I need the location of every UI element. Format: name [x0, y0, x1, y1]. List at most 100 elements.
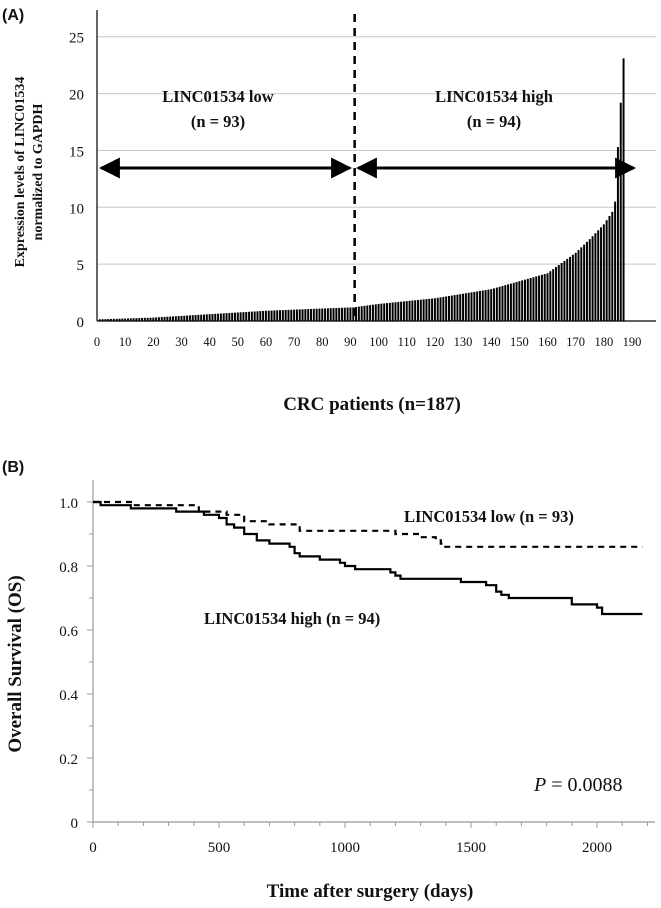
- panel-a: (A) Expression levels of LINC01534 norma…: [2, 7, 656, 415]
- panel-a-bar: [214, 313, 217, 321]
- panel-a-bar: [163, 316, 166, 321]
- panel-a-bar: [383, 303, 386, 321]
- panel-a-bar: [183, 315, 186, 321]
- panel-a-bar: [600, 227, 603, 321]
- panel-a-bar: [515, 282, 518, 321]
- panel-a-bar: [614, 201, 617, 321]
- panel-a-bar: [307, 309, 310, 321]
- panel-a-bar: [509, 283, 512, 321]
- panel-a-bar: [242, 312, 245, 321]
- panel-b-p-value: P = 0.0088: [533, 774, 623, 796]
- panel-a-bar: [143, 317, 146, 321]
- panel-b-y-tick-label: 0.2: [59, 752, 78, 768]
- panel-a-x-ticks: 0 10 20 30 40 50 60 70 80 90 100 110 120 130 140 150 160…: [94, 335, 642, 349]
- panel-a-bar: [312, 308, 315, 321]
- panel-a-bar: [439, 297, 442, 321]
- panel-a-bar: [250, 311, 253, 321]
- panel-a-bar: [484, 290, 487, 321]
- panel-a-bar: [290, 309, 293, 321]
- panel-a-x-tick-label: 110: [398, 335, 416, 349]
- panel-a-bar: [228, 312, 231, 321]
- panel-a-bar: [239, 312, 242, 321]
- panel-a-bar: [107, 319, 110, 321]
- panel-a-bar: [262, 310, 265, 321]
- panel-a-label: (A): [2, 7, 24, 24]
- panel-a-bar: [225, 313, 228, 321]
- panel-a-bar: [391, 302, 394, 321]
- panel-a-bar: [157, 317, 160, 321]
- panel-a-bar: [208, 314, 211, 321]
- panel-a-bar: [118, 318, 121, 321]
- panel-a-bar: [346, 307, 349, 321]
- panel-a-bar: [141, 317, 144, 321]
- panel-a-bar: [402, 301, 405, 321]
- panel-a-bar: [563, 260, 566, 321]
- panel-a-bar: [585, 241, 588, 321]
- panel-a-bar: [374, 304, 377, 321]
- panel-a-bar: [200, 314, 203, 321]
- panel-a-bar: [304, 309, 307, 321]
- panel-a-low-label: LINC01534 low: [162, 87, 273, 106]
- panel-a-bar: [281, 310, 284, 321]
- panel-a-x-tick-label: 0: [94, 335, 100, 349]
- panel-a-x-tick-label: 40: [203, 335, 216, 349]
- panel-a-bar: [219, 313, 222, 321]
- panel-a-x-tick-label: 90: [344, 335, 357, 349]
- panel-a-bar: [301, 309, 304, 321]
- panel-a-bar: [543, 274, 546, 321]
- panel-a-bar: [248, 311, 251, 321]
- panel-a-x-tick-label: 140: [482, 335, 501, 349]
- panel-a-bar: [236, 312, 239, 321]
- panel-a-y-tick-label: 5: [77, 258, 85, 274]
- panel-a-bar: [597, 230, 600, 321]
- panel-a-bar: [324, 308, 327, 321]
- panel-a-x-tick-label: 70: [288, 335, 301, 349]
- panel-b-x-tick-label: 1500: [456, 840, 486, 856]
- panel-a-y-tick-label: 15: [69, 144, 84, 160]
- panel-a-bar: [498, 286, 501, 321]
- panel-a-bar: [436, 297, 439, 321]
- panel-a-bar: [512, 282, 515, 321]
- panel-a-ylabel-line2: normalized to GAPDH: [31, 103, 46, 240]
- panel-a-bar: [112, 318, 115, 321]
- panel-a-bar: [273, 310, 276, 321]
- panel-a-bar: [326, 308, 329, 321]
- panel-a-bar: [188, 315, 191, 321]
- panel-b-xlabel: Time after surgery (days): [267, 881, 474, 902]
- panel-a-x-tick-label: 60: [260, 335, 273, 349]
- panel-a-bar: [408, 300, 411, 321]
- panel-a-bar: [580, 247, 583, 321]
- panel-a-bar: [591, 236, 594, 321]
- panel-a-bar: [276, 310, 279, 321]
- panel-a-bar: [405, 301, 408, 321]
- panel-a-bar: [310, 308, 312, 321]
- panel-a-bar: [267, 310, 270, 321]
- panel-a-x-tick-label: 160: [538, 335, 557, 349]
- panel-a-bar: [445, 296, 448, 321]
- panel-a-bar: [129, 318, 132, 321]
- panel-b-high-annotation: LINC01534 high (n = 94): [204, 609, 380, 628]
- panel-a-bar: [557, 265, 560, 321]
- panel-a-low-count: (n = 93): [191, 112, 245, 131]
- panel-a-bar: [493, 288, 496, 321]
- panel-a-bar: [352, 307, 355, 321]
- panel-a-bar: [394, 302, 397, 321]
- panel-a-bar: [428, 298, 431, 321]
- panel-a-bar: [166, 316, 169, 321]
- panel-b-ylabel: Overall Survival (OS): [5, 575, 26, 752]
- panel-a-bar: [155, 317, 158, 321]
- panel-a-bar: [329, 308, 332, 321]
- panel-b-x-tick-label: 0: [89, 840, 97, 856]
- panel-a-bar: [231, 312, 234, 321]
- panel-a-bar: [138, 318, 141, 321]
- panel-a-bar: [490, 289, 493, 321]
- panel-a-bar: [521, 280, 524, 321]
- panel-a-bar: [546, 273, 549, 321]
- panel-b-y-tick-label: 1.0: [59, 496, 78, 512]
- panel-a-bar: [605, 220, 608, 321]
- panel-a-bar: [124, 318, 127, 321]
- panel-a-bar: [529, 278, 532, 321]
- panel-b-low-annotation: LINC01534 low (n = 93): [404, 507, 574, 526]
- panel-b-x-tick-label: 2000: [582, 840, 612, 856]
- panel-a-bar: [172, 316, 175, 321]
